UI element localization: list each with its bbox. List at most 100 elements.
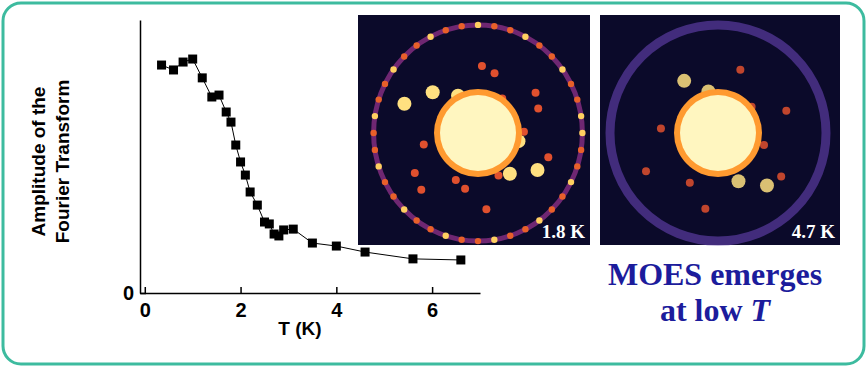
data-point	[169, 65, 178, 74]
spot	[760, 141, 768, 149]
data-point	[157, 61, 166, 70]
x-tick-mark	[432, 287, 434, 293]
ring-spot	[372, 147, 378, 153]
spot	[544, 153, 552, 161]
ring	[610, 25, 826, 241]
ring-spot	[579, 130, 585, 136]
data-point	[241, 171, 250, 180]
ring-spot	[559, 66, 565, 72]
x-tick-mark	[240, 287, 242, 293]
ring-spot	[382, 179, 388, 185]
y-axis-title: Fourier Transform	[52, 80, 73, 244]
x-axis: 0246	[140, 287, 481, 321]
data-point	[279, 225, 288, 234]
ring-spot	[458, 23, 464, 29]
data-point	[408, 254, 417, 263]
spot	[417, 186, 425, 194]
spot	[642, 167, 650, 175]
data-point	[188, 55, 197, 64]
ring-spot	[401, 206, 407, 212]
ring-spot	[574, 96, 580, 102]
ring-spot	[522, 226, 528, 232]
frame	[3, 3, 864, 364]
annotation: at low T	[660, 292, 772, 328]
ring-spot	[390, 193, 396, 199]
ring-spot	[507, 27, 513, 33]
ring-spot	[568, 179, 574, 185]
spot	[491, 69, 499, 77]
ring-spot	[491, 237, 497, 243]
ring-spot	[372, 113, 378, 119]
ring-spot	[427, 33, 433, 39]
x-tick-label: 2	[236, 299, 247, 321]
y-tick-mark	[140, 293, 146, 295]
x-tick: 6	[427, 287, 438, 321]
ring-spot	[549, 206, 555, 212]
annotation: MOES emerges	[608, 256, 822, 292]
ring-spot	[370, 130, 376, 136]
x-axis-line	[141, 293, 481, 295]
spot	[452, 176, 460, 184]
ring-spot	[458, 237, 464, 243]
spot	[532, 89, 540, 97]
data-point	[198, 73, 207, 82]
ring-spot	[549, 53, 555, 59]
spot	[411, 169, 419, 177]
spot	[397, 97, 411, 111]
spot	[701, 205, 709, 213]
y-tick: 0	[123, 282, 146, 304]
ring-spot	[475, 238, 481, 244]
data-point	[215, 91, 224, 100]
spot	[461, 185, 469, 193]
data-point	[289, 225, 298, 234]
figure: 1.8 K4.7 K02460T (K)Amplitude of theFour…	[0, 0, 867, 367]
spot	[482, 205, 490, 213]
ring-spot	[401, 53, 407, 59]
data-point	[332, 242, 341, 251]
spot	[426, 85, 440, 99]
plot-area	[157, 55, 465, 265]
spot	[503, 167, 517, 181]
x-tick-label: 6	[427, 299, 438, 321]
spot	[478, 62, 486, 70]
ring-spot	[507, 233, 513, 239]
ring-spot	[443, 233, 449, 239]
ring-spot	[522, 33, 528, 39]
data-point	[222, 108, 231, 117]
spot	[534, 104, 542, 112]
x-tick: 0	[140, 287, 151, 321]
spot	[760, 179, 774, 193]
x-axis-title: T (K)	[278, 318, 321, 339]
data-point	[265, 219, 274, 228]
spot	[686, 179, 694, 187]
ring-spot	[475, 22, 481, 28]
spot	[420, 140, 428, 148]
ring-spot	[559, 193, 565, 199]
spot	[657, 125, 665, 133]
ring-spot	[376, 96, 382, 102]
ring-spot	[568, 81, 574, 87]
ring-spot	[382, 81, 388, 87]
y-tick-label: 0	[123, 282, 134, 304]
ring	[374, 25, 583, 241]
y-axis-line	[140, 21, 142, 294]
inset-image: 4.7 K	[600, 15, 840, 245]
center-glow	[674, 89, 762, 177]
image-label: 4.7 K	[792, 221, 836, 242]
x-tick-mark	[336, 287, 338, 293]
data-point	[226, 118, 235, 127]
image-background	[358, 15, 590, 245]
spot	[531, 163, 545, 177]
data-point	[236, 157, 245, 166]
spot	[777, 172, 785, 180]
data-point	[308, 239, 317, 248]
ring-spot	[413, 42, 419, 48]
y-axis: 0	[123, 21, 146, 304]
spot	[782, 107, 790, 115]
ring-spot	[491, 23, 497, 29]
data-point	[179, 58, 188, 67]
center-spot	[680, 95, 756, 171]
ring-spot	[578, 147, 584, 153]
x-tick-mark	[145, 287, 147, 293]
ring-spot	[427, 226, 433, 232]
